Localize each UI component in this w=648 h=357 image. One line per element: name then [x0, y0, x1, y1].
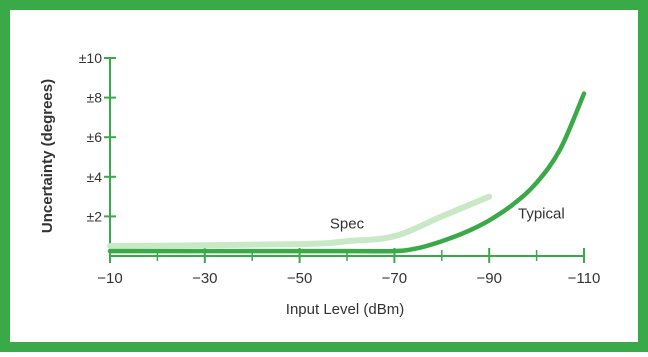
- annotation-spec: Spec: [330, 215, 365, 232]
- series-line-spec: [107, 193, 493, 250]
- x-tick-label: −90: [476, 270, 501, 287]
- x-tick-label: −10: [97, 270, 122, 287]
- x-axis-label: Input Level (dBm): [286, 301, 404, 318]
- x-tick-label: −110: [568, 270, 601, 287]
- x-tick-label: −50: [287, 270, 312, 287]
- x-tick-label: −70: [382, 270, 407, 287]
- y-tick-label: ±4: [87, 169, 103, 185]
- y-tick-label: ±6: [87, 129, 103, 145]
- x-tick-label: −30: [192, 270, 217, 287]
- y-tick-label: ±8: [87, 90, 103, 106]
- y-axis-label: Uncertainty (degrees): [39, 79, 56, 233]
- y-tick-label: ±10: [79, 50, 102, 66]
- annotation-typical: Typical: [518, 205, 565, 222]
- series-line-typical: [107, 91, 587, 254]
- y-tick-label: ±2: [87, 208, 103, 224]
